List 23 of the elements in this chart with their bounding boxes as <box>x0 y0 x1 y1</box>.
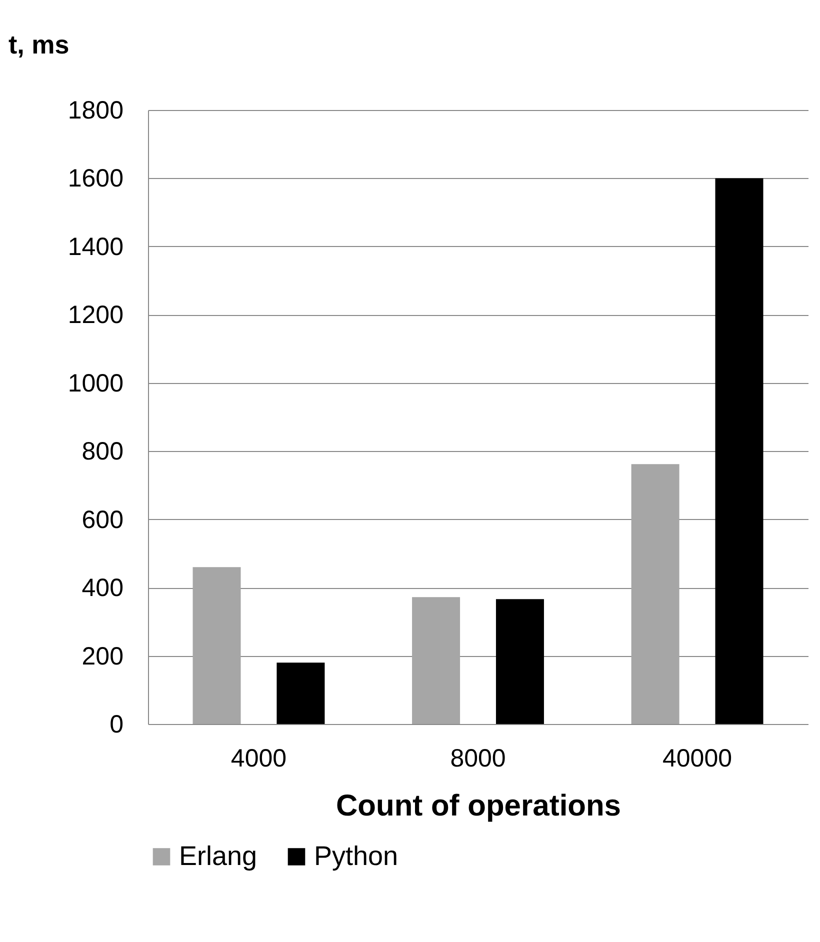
bar <box>631 464 680 724</box>
x-tick-label: 4000 <box>230 744 287 772</box>
legend-label: Erlang <box>179 840 258 871</box>
bar <box>192 567 241 724</box>
y-tick-label: 1800 <box>68 96 124 124</box>
bar <box>496 599 544 724</box>
y-tick-label: 800 <box>82 438 124 466</box>
y-tick-label: 1400 <box>68 232 124 261</box>
x-tick-label: 40000 <box>662 744 732 772</box>
y-tick-label: 400 <box>82 574 124 602</box>
x-tick-label: 8000 <box>450 744 506 772</box>
bar <box>276 662 325 724</box>
y-tick-label: 600 <box>82 506 124 534</box>
y-tick-label: 0 <box>110 710 124 738</box>
y-axis-title: t, ms <box>8 30 70 60</box>
y-tick-label: 1200 <box>68 301 124 330</box>
y-tick-label: 200 <box>82 642 124 670</box>
bar <box>412 597 460 724</box>
y-tick-label: 1000 <box>68 369 124 398</box>
bar <box>715 178 764 724</box>
x-axis-title: Count of operations <box>336 790 621 822</box>
y-tick-label: 1600 <box>68 164 124 193</box>
legend-label: Python <box>314 840 398 871</box>
